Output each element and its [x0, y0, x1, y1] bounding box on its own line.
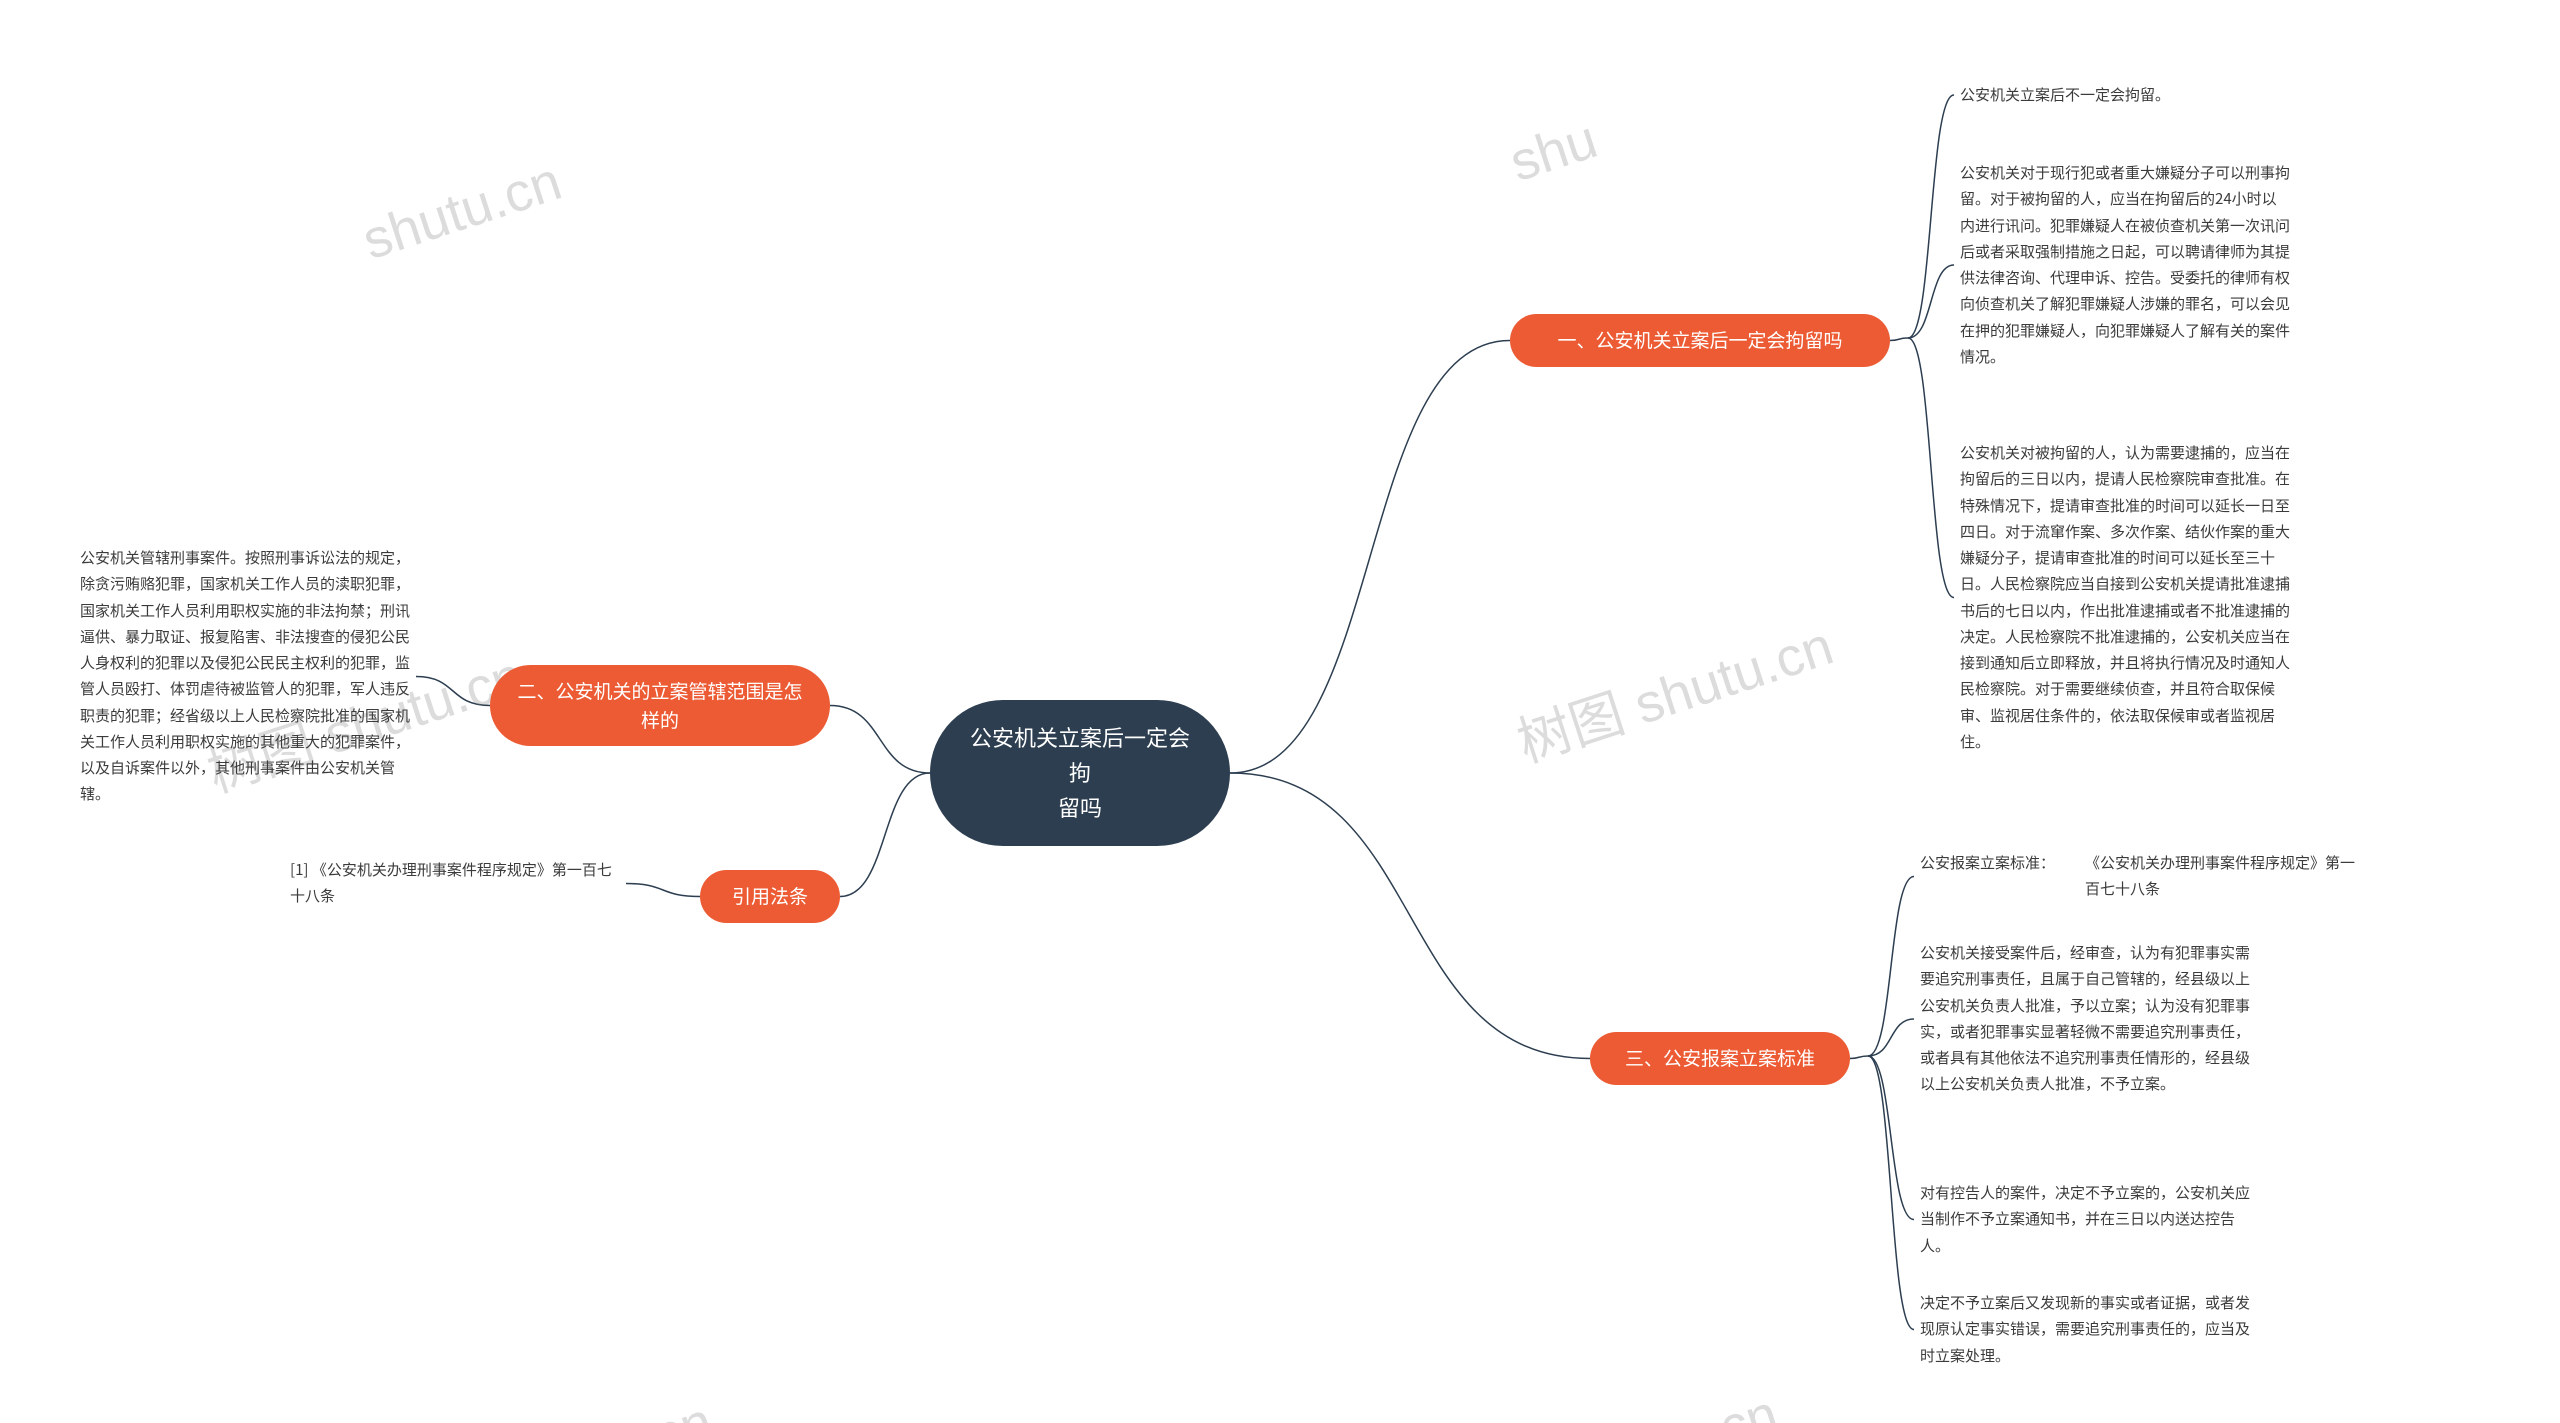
watermark: 树图 shutu.cn	[1506, 601, 1842, 777]
watermark: cn	[1712, 1383, 1785, 1423]
root-node: 公安机关立案后一定会拘留吗	[930, 700, 1230, 846]
branch-node-b3: 三、公安报案立案标准	[1590, 1032, 1850, 1085]
diagram-canvas: 树图 shutu.cn树图 shutu.cnshutu.cn.cnshucn公安…	[0, 0, 2560, 1423]
watermark: shu	[1503, 108, 1605, 194]
leaf-text: 对有控告人的案件，决定不予立案的，公安机关应当制作不予立案通知书，并在三日以内送…	[1920, 1180, 2250, 1259]
leaf-pair: 公安报案立案标准： 《公安机关办理刑事案件程序规定》第一百七十八条	[1920, 850, 2365, 903]
branch-node-b4: 引用法条	[700, 870, 840, 923]
watermark: shutu.cn	[355, 150, 568, 272]
leaf-pair-value: 《公安机关办理刑事案件程序规定》第一百七十八条	[2085, 850, 2365, 903]
leaf-text: 公安机关管辖刑事案件。按照刑事诉讼法的规定，除贪污贿赂犯罪，国家机关工作人员的渎…	[80, 545, 410, 808]
branch-node-b2: 二、公安机关的立案管辖范围是怎样的	[490, 665, 830, 746]
leaf-text: 公安机关接受案件后，经审查，认为有犯罪事实需要追究刑事责任，且属于自己管辖的，经…	[1920, 940, 2250, 1098]
leaf-text: 公安机关立案后不一定会拘留。	[1960, 82, 2170, 108]
leaf-text: 公安机关对被拘留的人，认为需要逮捕的，应当在拘留后的三日以内，提请人民检察院审查…	[1960, 440, 2290, 755]
watermark: .cn	[632, 1390, 720, 1423]
leaf-pair-label: 公安报案立案标准：	[1920, 850, 2055, 876]
leaf-text: [1] 《公安机关办理刑事案件程序规定》第一百七十八条	[290, 857, 620, 910]
leaf-text: 公安机关对于现行犯或者重大嫌疑分子可以刑事拘留。对于被拘留的人，应当在拘留后的2…	[1960, 160, 2290, 370]
leaf-text: 决定不予立案后又发现新的事实或者证据，或者发现原认定事实错误，需要追究刑事责任的…	[1920, 1290, 2250, 1369]
branch-node-b1: 一、公安机关立案后一定会拘留吗	[1510, 314, 1890, 367]
